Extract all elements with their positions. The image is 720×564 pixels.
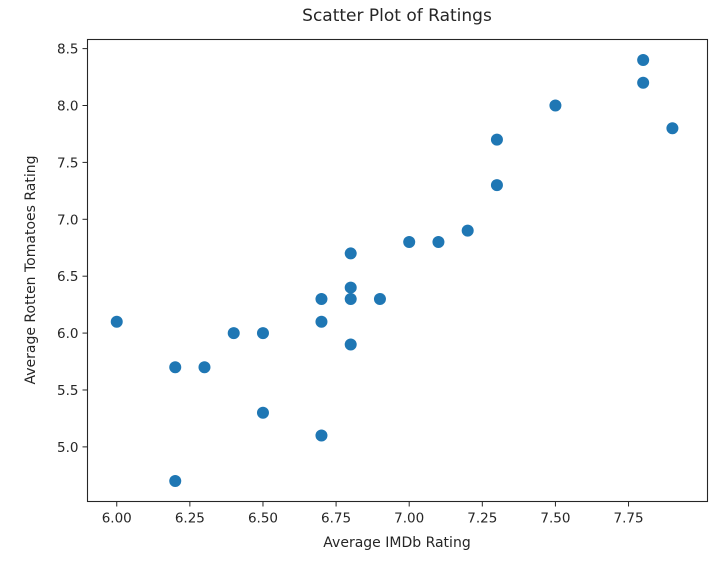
x-tick-label: 6.25 bbox=[175, 511, 205, 527]
data-point bbox=[110, 315, 123, 328]
y-tick-label: 7.0 bbox=[57, 212, 78, 228]
plot-frame bbox=[86, 38, 709, 503]
data-point bbox=[256, 327, 269, 340]
x-tick-label: 7.75 bbox=[614, 511, 644, 527]
y-tick-label: 5.0 bbox=[57, 440, 78, 456]
y-tick-label: 7.5 bbox=[57, 155, 78, 171]
y-tick-label: 8.0 bbox=[57, 99, 78, 115]
x-tick-label: 6.50 bbox=[248, 511, 278, 527]
x-axis-label: Average IMDb Rating bbox=[323, 535, 471, 551]
x-tick-label: 6.00 bbox=[102, 511, 132, 527]
data-point bbox=[461, 224, 474, 237]
y-tick-label: 6.5 bbox=[57, 269, 78, 285]
y-tick-label: 8.5 bbox=[57, 42, 78, 58]
data-point bbox=[490, 179, 503, 192]
data-points bbox=[110, 53, 679, 488]
y-axis: 5.0 5.5 6.0 6.5 7.0 7.5 8.0 8.5 bbox=[57, 42, 88, 456]
data-point bbox=[490, 133, 503, 146]
data-point bbox=[344, 292, 357, 305]
data-point bbox=[315, 429, 328, 442]
y-tick-label: 6.0 bbox=[57, 326, 78, 342]
x-axis: 6.00 6.25 6.50 6.75 7.00 7.25 7.50 7.75 bbox=[102, 501, 644, 527]
data-point bbox=[315, 315, 328, 328]
data-point bbox=[549, 99, 562, 112]
data-point bbox=[666, 122, 679, 135]
data-point bbox=[169, 475, 182, 488]
data-point bbox=[403, 236, 416, 249]
data-point bbox=[432, 236, 445, 249]
data-point bbox=[344, 281, 357, 294]
data-point bbox=[373, 292, 386, 305]
data-point bbox=[637, 53, 650, 66]
data-point bbox=[256, 406, 269, 419]
x-tick-label: 7.50 bbox=[540, 511, 570, 527]
data-point bbox=[315, 292, 328, 305]
x-tick-label: 7.25 bbox=[467, 511, 497, 527]
data-point bbox=[198, 361, 211, 374]
data-point bbox=[344, 338, 357, 351]
data-point bbox=[227, 327, 240, 340]
data-point bbox=[344, 247, 357, 260]
x-tick-label: 6.75 bbox=[321, 511, 351, 527]
data-point bbox=[637, 76, 650, 89]
data-point bbox=[169, 361, 182, 374]
chart-title: Scatter Plot of Ratings bbox=[302, 6, 492, 26]
x-tick-label: 7.00 bbox=[394, 511, 424, 527]
y-tick-label: 5.5 bbox=[57, 383, 78, 399]
